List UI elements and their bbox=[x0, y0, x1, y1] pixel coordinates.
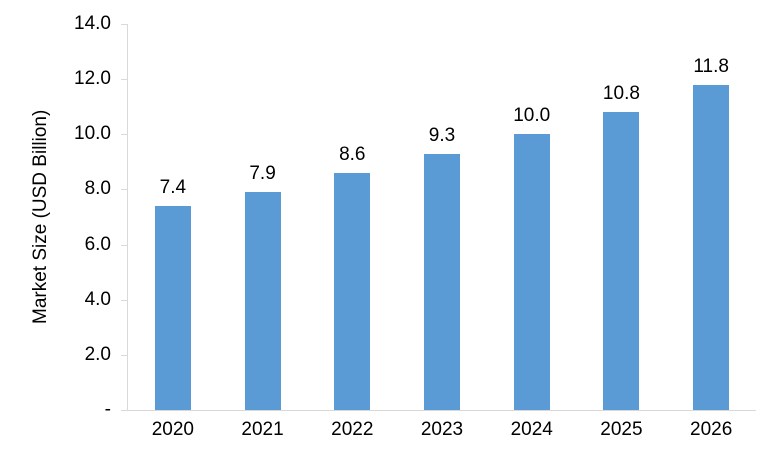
plot-area: - 2.0 4.0 6.0 8.0 10.0 12.0 14.0 7.4 2020 7.9 2021 8… bbox=[74, 13, 756, 440]
bar bbox=[693, 84, 730, 410]
y-tick-mark bbox=[121, 410, 128, 411]
y-tick-mark bbox=[121, 24, 128, 25]
y-tick-label: - bbox=[104, 399, 111, 420]
y-tick-mark bbox=[121, 134, 128, 136]
bar-value-label: 9.3 bbox=[428, 124, 456, 146]
y-axis-title: Market Size (USD Billion) bbox=[30, 109, 51, 325]
x-tick-label: 2026 bbox=[690, 419, 733, 440]
bar-value-label: 11.8 bbox=[693, 55, 729, 77]
y-tick-label: 2.0 bbox=[84, 343, 111, 365]
bar-value-label: 10.0 bbox=[513, 105, 551, 127]
bar bbox=[244, 192, 281, 410]
bar bbox=[154, 205, 191, 410]
x-tick-label: 2025 bbox=[600, 419, 643, 440]
bar-value-label: 7.4 bbox=[159, 176, 187, 198]
y-tick-label: 8.0 bbox=[84, 178, 111, 200]
bar-value-label: 10.8 bbox=[602, 83, 640, 105]
bar-value-label: 7.9 bbox=[249, 163, 276, 185]
x-tick-label: 2021 bbox=[241, 419, 284, 440]
x-tick-label: 2022 bbox=[331, 419, 374, 440]
y-tick-label: 6.0 bbox=[84, 233, 111, 255]
y-tick-mark bbox=[121, 354, 128, 356]
bar-value-label: 8.6 bbox=[339, 143, 366, 165]
y-tick-mark bbox=[121, 299, 128, 301]
x-tick-label: 2023 bbox=[420, 419, 464, 440]
y-tick-label: 14.0 bbox=[74, 13, 111, 34]
y-tick-label: 10.0 bbox=[74, 123, 111, 145]
y-tick-mark bbox=[121, 79, 128, 81]
bar bbox=[603, 112, 640, 410]
y-tick-label: 12.0 bbox=[74, 68, 111, 90]
x-tick-label: 2020 bbox=[151, 419, 194, 440]
y-tick-mark bbox=[121, 244, 128, 246]
bar bbox=[513, 134, 550, 410]
y-tick-mark bbox=[121, 189, 128, 191]
bar bbox=[334, 172, 371, 410]
y-tick-label: 4.0 bbox=[84, 288, 111, 310]
bar bbox=[424, 153, 460, 410]
x-tick-label: 2024 bbox=[510, 419, 553, 440]
